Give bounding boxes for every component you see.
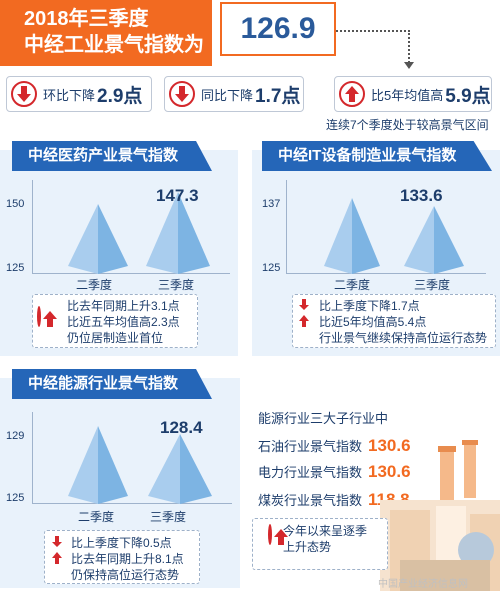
energy-note: 比上季度下降0.5点 [71,536,172,550]
pharma-q3-value: 147.3 [156,186,199,205]
change-value: 2.9点 [97,85,143,107]
sub-industry-label: 煤炭行业景气指数 [258,493,363,508]
pharma-y-bottom: 125 [6,262,25,274]
it-y-top: 137 [262,198,281,210]
sub-industry-label: 石油行业景气指数 [258,439,363,454]
industrial-city-illustration [380,440,500,591]
energy-title: 中经能源行业景气指数 [12,369,212,399]
pharma-note: 比近五年均值高2.3点 [67,315,180,329]
it-note: 比近5年均值高5.4点 [319,315,427,329]
energy-y-top: 129 [6,430,25,442]
it-note: 比上季度下降1.7点 [319,299,420,313]
change-label: 比5年均值高 [371,87,444,103]
sub-industry-value: 130.6 [368,462,411,481]
it-note: 行业景气继续保持高位运行态势 [319,331,488,345]
sub-industry-value: 130.6 [368,436,411,455]
pharma-pyramids [68,192,210,274]
it-q3-label: 三季度 [414,278,451,292]
energy-note: 仍保持高位运行态势 [71,568,180,582]
pharma-axes [32,180,230,274]
it-title: 中经IT设备制造业景气指数 [262,141,492,171]
up-arrow-icon [339,81,365,107]
energy-q3-label: 三季度 [150,510,187,524]
sub-industry-row: 电力行业景气指数 130.6 [258,462,411,482]
down-arrow-icon [299,299,309,310]
sub-industry-row: 石油行业景气指数 130.6 [258,436,411,456]
energy-pyramids [68,426,212,504]
energy-q3-pyramid [148,434,212,504]
change-value: 1.7点 [255,85,301,107]
energy-q2-pyramid [68,426,128,504]
pharma-note: 仍位居制造业首位 [67,331,164,345]
connector-arrow-icon [404,62,414,69]
pharma-y-top: 150 [6,198,25,210]
change-pill-qoq: 环比下降 2.9点 [6,76,152,112]
it-axes [286,180,486,274]
pharma-q2-pyramid [68,204,128,274]
energy-q3-value: 128.4 [160,418,203,437]
change-label: 同比下降 [201,87,254,103]
pharma-title: 中经医药产业景气指数 [12,141,212,171]
up-arrow-icon [299,315,309,327]
energy-note: 比去年同期上升8.1点 [71,552,184,566]
down-arrow-icon [11,81,37,107]
change-pill-yoy: 同比下降 1.7点 [164,76,304,112]
energy-y-bottom: 125 [6,492,25,504]
headline-box: 2018年三季度 中经工业景气指数为 [0,0,212,66]
it-q2-label: 二季度 [334,278,371,292]
it-q3-pyramid [404,206,464,274]
up-arrow-icon [268,524,288,545]
dotted-connector [336,30,410,66]
energy-axes [32,412,232,504]
watermark: 中国产业经济信息网 [378,579,468,590]
change-pill-5yr: 比5年均值高 5.9点 [334,76,492,112]
pharma-notes: 比去年同期上升3.1点 比近五年均值高2.3点 仍位居制造业首位 [32,294,198,348]
it-y-bottom: 125 [262,262,281,274]
industry-index-value: 126.9 [220,2,336,56]
pharma-note: 比去年同期上升3.1点 [67,299,180,313]
it-q3-value: 133.6 [400,186,443,205]
changes-note: 连续7个季度处于较高景气区间 [326,118,489,132]
sub-industry-label: 电力行业景气指数 [258,465,363,480]
energy-trend-note: 今年以来呈逐季 上升态势 [252,518,388,570]
down-arrow-icon [52,536,62,547]
pharma-q3-pyramid [146,192,210,274]
trend-note-line: 今年以来呈逐季 [283,524,368,538]
trend-note-line: 上升态势 [283,540,332,554]
it-q2-pyramid [324,198,380,274]
change-value: 5.9点 [445,85,491,107]
headline-line1: 2018年三季度 [24,8,149,30]
up-arrow-icon [52,552,62,564]
change-label: 环比下降 [43,87,96,103]
pharma-q2-label: 二季度 [76,278,113,292]
pharma-q3-label: 三季度 [158,278,195,292]
it-notes: 比上季度下降1.7点 比近5年均值高5.4点 行业景气继续保持高位运行态势 [292,294,496,348]
energy-notes: 比上季度下降0.5点 比去年同期上升8.1点 仍保持高位运行态势 [44,530,200,584]
headline-line2: 中经工业景气指数为 [24,34,204,56]
energy-sub-heading: 能源行业三大子行业中 [258,411,389,426]
down-arrow-icon [169,81,195,107]
up-arrow-icon [37,306,57,327]
it-pyramids [324,198,464,274]
energy-q2-label: 二季度 [78,510,115,524]
